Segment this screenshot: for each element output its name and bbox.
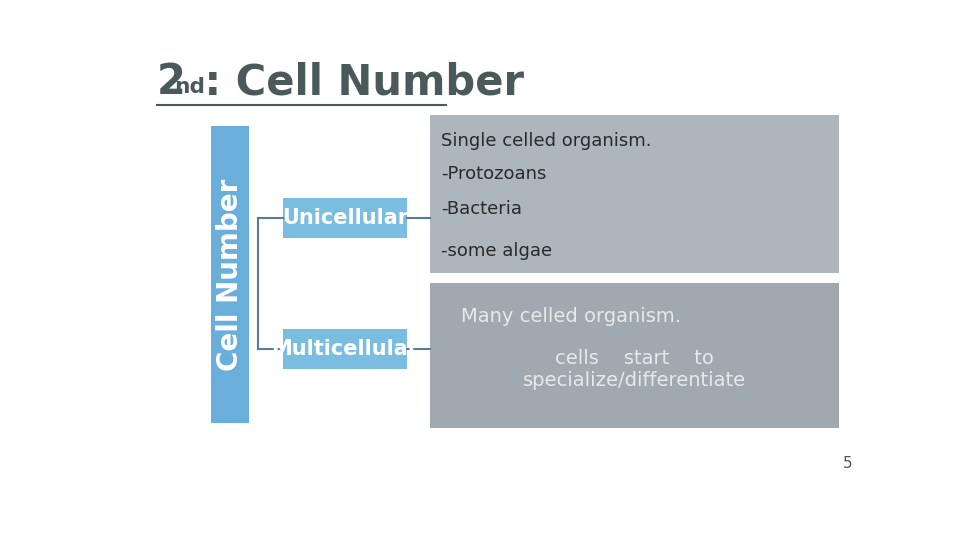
Text: Unicellular: Unicellular [281, 208, 408, 228]
Text: -Protozoans: -Protozoans [441, 165, 546, 183]
Text: : Cell Number: : Cell Number [190, 62, 524, 103]
Text: 2: 2 [157, 62, 186, 103]
Text: -Bacteria: -Bacteria [441, 200, 522, 218]
FancyBboxPatch shape [283, 198, 407, 238]
Text: Single celled organism.: Single celled organism. [441, 132, 651, 150]
FancyBboxPatch shape [430, 284, 839, 428]
FancyBboxPatch shape [430, 115, 839, 273]
Text: 5: 5 [843, 456, 852, 471]
Text: Multicellular: Multicellular [271, 339, 419, 359]
Text: Cell Number: Cell Number [216, 178, 244, 371]
Text: nd: nd [175, 77, 205, 97]
FancyBboxPatch shape [211, 126, 249, 423]
Text: -some algae: -some algae [441, 242, 552, 260]
Text: Many celled organism.: Many celled organism. [461, 307, 681, 326]
FancyBboxPatch shape [283, 329, 407, 369]
Text: cells    start    to
specialize/differentiate: cells start to specialize/differentiate [523, 349, 746, 390]
